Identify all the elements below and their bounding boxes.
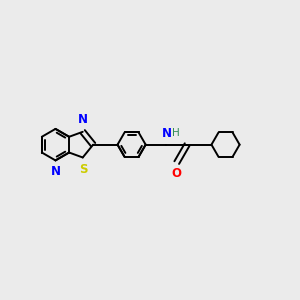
Text: S: S bbox=[79, 163, 88, 176]
Text: N: N bbox=[78, 113, 88, 127]
Text: N: N bbox=[50, 165, 61, 178]
Text: O: O bbox=[172, 167, 182, 180]
Text: H: H bbox=[172, 128, 180, 138]
Text: N: N bbox=[161, 127, 171, 140]
